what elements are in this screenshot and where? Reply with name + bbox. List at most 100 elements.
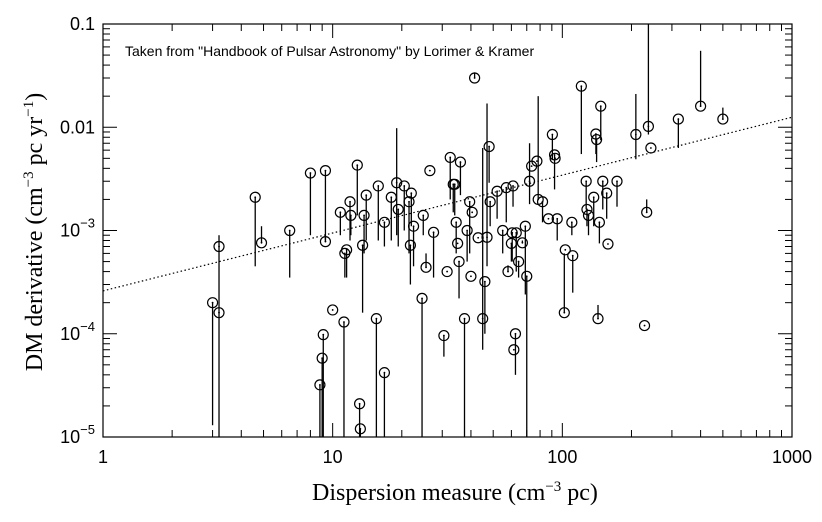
data-point-center bbox=[473, 77, 476, 79]
data-point bbox=[567, 250, 579, 262]
data-point-center bbox=[468, 200, 471, 203]
data-point-center bbox=[592, 196, 595, 199]
data-point bbox=[358, 209, 370, 222]
data-point-center bbox=[488, 145, 491, 148]
data-point bbox=[453, 255, 465, 268]
data-point-center bbox=[359, 427, 362, 430]
data-point-center bbox=[358, 402, 361, 405]
data-point-center bbox=[319, 383, 321, 386]
y-tick-label: 10−3 bbox=[60, 216, 95, 241]
data-point bbox=[507, 180, 519, 192]
data-point bbox=[213, 307, 225, 319]
data-point-center bbox=[309, 172, 312, 174]
data-point bbox=[591, 133, 603, 146]
data-point-center bbox=[512, 185, 514, 187]
data-point-center bbox=[459, 161, 462, 163]
data-point bbox=[469, 72, 481, 84]
data-point bbox=[356, 239, 369, 251]
data-point-center bbox=[324, 240, 327, 243]
data-point bbox=[378, 367, 391, 379]
data-point bbox=[481, 231, 493, 243]
data-point bbox=[502, 265, 514, 278]
y-axis-label: DM derivative (cm−3 pc yr−1) bbox=[21, 93, 48, 372]
fit-line bbox=[102, 116, 793, 292]
data-point bbox=[519, 220, 531, 232]
data-point bbox=[317, 329, 329, 341]
data-point bbox=[341, 244, 353, 256]
data-point bbox=[338, 316, 350, 328]
data-point-center bbox=[645, 211, 648, 214]
data-point-center bbox=[570, 221, 573, 224]
data-point-center bbox=[324, 169, 327, 172]
data-point-center bbox=[598, 221, 601, 224]
data-point-center bbox=[446, 270, 449, 273]
data-point bbox=[420, 261, 432, 273]
data-point-center bbox=[322, 333, 325, 336]
data-point-center bbox=[349, 200, 351, 203]
data-point-center bbox=[471, 211, 474, 214]
data-point-center bbox=[541, 200, 544, 203]
data-point bbox=[450, 216, 462, 228]
data-point-center bbox=[599, 105, 602, 108]
data-point-center bbox=[647, 125, 650, 128]
data-point-center bbox=[260, 241, 263, 244]
y-tick-labels: 10−5 10−4 10−3 0.01 0.1 bbox=[60, 14, 95, 447]
data-point bbox=[372, 180, 384, 192]
data-point bbox=[642, 120, 655, 132]
fit-line-layer bbox=[102, 116, 793, 292]
data-point bbox=[316, 352, 328, 364]
data-point bbox=[508, 344, 520, 356]
data-point-center bbox=[483, 280, 486, 283]
data-point bbox=[548, 149, 561, 161]
source-annotation: Taken from "Handbook of Pulsar Astronomy… bbox=[125, 43, 534, 59]
data-point bbox=[509, 328, 522, 340]
data-point bbox=[505, 237, 517, 249]
data-point bbox=[206, 297, 219, 309]
data-point bbox=[531, 155, 543, 167]
data-point-center bbox=[517, 260, 520, 263]
data-point bbox=[385, 191, 397, 203]
data-point-center bbox=[515, 231, 518, 234]
data-point bbox=[595, 100, 607, 112]
data-point bbox=[319, 236, 332, 248]
y-axis-label-end: ) bbox=[22, 93, 48, 101]
data-point bbox=[611, 175, 623, 187]
data-point-center bbox=[432, 231, 435, 234]
data-point bbox=[353, 398, 366, 410]
data-point bbox=[510, 227, 522, 239]
data-point-center bbox=[496, 190, 499, 193]
data-point-center bbox=[403, 185, 406, 187]
x-axis-label-end: pc) bbox=[561, 480, 598, 506]
data-point bbox=[417, 209, 429, 222]
data-point bbox=[424, 165, 436, 177]
data-point bbox=[327, 304, 339, 316]
data-point-center bbox=[361, 244, 364, 247]
data-point bbox=[592, 313, 604, 325]
data-point bbox=[345, 209, 357, 222]
data-point bbox=[314, 379, 326, 391]
y-tick-label: 0.01 bbox=[60, 117, 95, 137]
data-point-center bbox=[412, 225, 415, 228]
data-point-center bbox=[530, 165, 533, 168]
x-axis-label: Dispersion measure (cm−3 pc) bbox=[312, 479, 598, 506]
data-point-center bbox=[377, 185, 380, 187]
data-point-center bbox=[556, 217, 559, 220]
data-point bbox=[580, 175, 592, 187]
data-point-center bbox=[563, 311, 566, 314]
data-point bbox=[638, 319, 651, 332]
data-point-center bbox=[643, 324, 646, 327]
data-point-center bbox=[551, 133, 554, 136]
data-point-center bbox=[456, 242, 459, 245]
data-point-center bbox=[595, 138, 598, 141]
x-axis-label-main: Dispersion measure (cm bbox=[312, 480, 546, 506]
ticks-layer bbox=[102, 24, 792, 438]
data-point bbox=[255, 237, 268, 249]
data-point-center bbox=[453, 183, 456, 186]
data-point bbox=[403, 196, 415, 208]
data-point bbox=[484, 196, 496, 208]
data-point-center bbox=[442, 334, 445, 337]
data-point-center bbox=[397, 208, 400, 211]
data-point-center bbox=[211, 301, 214, 304]
data-point bbox=[472, 232, 484, 244]
